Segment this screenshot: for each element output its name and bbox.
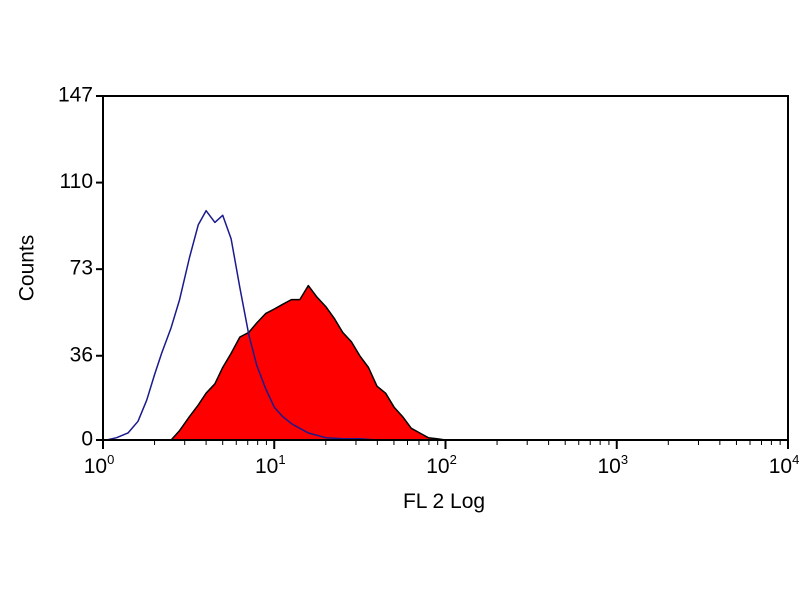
x-tick-label: 101 xyxy=(255,452,286,478)
x-tick-exponent: 0 xyxy=(107,452,114,467)
x-axis-title: FL 2 Log xyxy=(403,490,485,513)
x-tick-label: 100 xyxy=(84,452,115,478)
histogram-outline-series xyxy=(106,209,412,441)
y-tick-label: 0 xyxy=(81,428,93,451)
plot-frame xyxy=(102,95,789,441)
histogram-filled-series xyxy=(170,284,789,441)
y-tick-label: 36 xyxy=(70,343,93,366)
x-tick-base: 10 xyxy=(84,455,107,478)
y-tick-label: 147 xyxy=(58,84,93,107)
x-tick-base: 10 xyxy=(426,455,449,478)
x-tick-exponent: 1 xyxy=(278,452,285,467)
x-tick-label: 103 xyxy=(597,452,628,478)
x-tick-label: 102 xyxy=(426,452,457,478)
series-layer xyxy=(106,209,789,441)
x-tick-base: 10 xyxy=(255,455,278,478)
x-tick-exponent: 2 xyxy=(450,452,457,467)
y-tick-label: 73 xyxy=(70,257,93,280)
y-tick-label: 110 xyxy=(60,170,93,193)
x-axis-ticks: 100 101 102 103 104 xyxy=(84,440,800,478)
x-tick-base: 10 xyxy=(597,455,620,478)
x-tick-exponent: 3 xyxy=(621,452,628,467)
y-axis-ticks: 0 36 73 110 147 xyxy=(58,84,103,451)
y-axis-title: Counts xyxy=(16,235,39,302)
x-tick-label: 104 xyxy=(769,452,800,478)
x-tick-base: 10 xyxy=(769,455,792,478)
x-tick-exponent: 4 xyxy=(792,452,799,467)
